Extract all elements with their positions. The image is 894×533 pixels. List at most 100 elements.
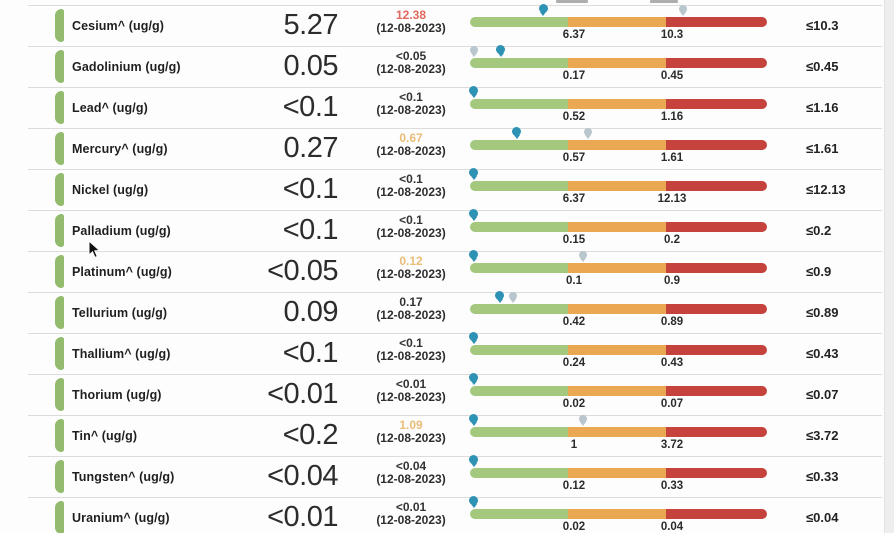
table-row[interactable]: Thorium (ug/g) <0.01 <0.01 (12-08-2023) …	[0, 373, 894, 415]
range-segment-orange	[568, 468, 666, 478]
reference-range: ≤1.16	[806, 100, 839, 115]
range-bar: 0.12 0.33	[469, 455, 767, 492]
status-accent-bar	[55, 255, 64, 288]
table-row[interactable]: Tungsten^ (ug/g) <0.04 <0.04 (12-08-2023…	[0, 455, 894, 497]
table-row[interactable]: Palladium (ug/g) <0.1 <0.1 (12-08-2023) …	[0, 209, 894, 251]
current-marker-icon	[469, 332, 479, 341]
current-value: 0.27	[283, 132, 339, 164]
range-bar: 0.15 0.2	[469, 209, 767, 246]
high-threshold-label: 0.33	[660, 480, 684, 492]
cropped-text-remnant	[650, 0, 678, 3]
range-segment-red	[666, 58, 767, 68]
scrollbar-track[interactable]	[884, 0, 894, 533]
table-row[interactable]: Tellurium (ug/g) 0.09 0.17 (12-08-2023) …	[0, 291, 894, 333]
reference-range: ≤0.2	[806, 223, 832, 238]
status-accent-bar	[55, 132, 64, 165]
range-segment-green	[470, 468, 568, 478]
element-name: Thorium (ug/g)	[72, 387, 162, 402]
previous-result: 0.67 (12-08-2023)	[356, 132, 466, 158]
table-row[interactable]: Nickel (ug/g) <0.1 <0.1 (12-08-2023) 6.3…	[0, 168, 894, 210]
previous-date: (12-08-2023)	[376, 21, 446, 35]
current-marker-icon	[496, 45, 506, 54]
range-segment-orange	[568, 427, 666, 437]
range-segment-green	[470, 427, 568, 437]
high-threshold-label: 1.61	[660, 152, 684, 164]
previous-date: (12-08-2023)	[376, 349, 446, 363]
high-threshold-label: 12.13	[657, 193, 687, 205]
range-segment-red	[666, 181, 767, 191]
high-threshold-label: 1.16	[660, 111, 684, 123]
element-name: Thallium^ (ug/g)	[72, 346, 171, 361]
previous-value: <0.1	[399, 90, 423, 104]
previous-result: <0.1 (12-08-2023)	[356, 214, 466, 240]
element-name: Platinum^ (ug/g)	[72, 264, 172, 279]
status-accent-bar	[55, 91, 64, 124]
reference-range: ≤0.89	[806, 305, 839, 320]
table-row[interactable]: Platinum^ (ug/g) <0.05 0.12 (12-08-2023)…	[0, 250, 894, 292]
element-name: Nickel (ug/g)	[72, 182, 149, 197]
previous-date: (12-08-2023)	[376, 472, 446, 486]
range-bar-segments	[470, 468, 767, 478]
previous-result: 1.09 (12-08-2023)	[356, 419, 466, 445]
low-threshold-label: 6.37	[562, 193, 586, 205]
range-segment-red	[666, 427, 767, 437]
range-segment-green	[470, 386, 568, 396]
range-segment-green	[470, 263, 568, 273]
reference-range: ≤0.43	[806, 346, 839, 361]
high-threshold-label: 0.2	[664, 234, 681, 246]
table-row[interactable]: Cesium^ (ug/g) 5.27 12.38 (12-08-2023) 6…	[0, 4, 894, 46]
range-bar-segments	[470, 427, 767, 437]
reference-range: ≤10.3	[806, 18, 839, 33]
status-accent-bar	[55, 173, 64, 206]
current-value: 0.09	[283, 296, 339, 328]
previous-marker-icon	[578, 251, 587, 259]
table-row[interactable]: Uranium^ (ug/g) <0.01 <0.01 (12-08-2023)…	[0, 496, 894, 533]
range-bar-segments	[470, 263, 767, 273]
high-threshold-label: 0.43	[660, 357, 684, 369]
previous-value: <0.04	[395, 459, 427, 473]
current-marker-icon	[469, 168, 479, 177]
cropped-row-remnant	[0, 0, 894, 5]
high-threshold-label: 0.89	[660, 316, 684, 328]
table-row[interactable]: Gadolinium (ug/g) 0.05 <0.05 (12-08-2023…	[0, 45, 894, 87]
previous-value: <0.1	[399, 336, 423, 350]
previous-value: 1.09	[399, 418, 423, 432]
current-marker-icon	[469, 373, 479, 382]
high-threshold-label: 0.04	[660, 521, 684, 533]
table-row[interactable]: Mercury^ (ug/g) 0.27 0.67 (12-08-2023) 0…	[0, 127, 894, 169]
range-segment-green	[470, 304, 568, 314]
table-row[interactable]: Lead^ (ug/g) <0.1 <0.1 (12-08-2023) 0.52…	[0, 86, 894, 128]
previous-value: 0.17	[399, 295, 423, 309]
range-segment-red	[666, 99, 767, 109]
table-row[interactable]: Thallium^ (ug/g) <0.1 <0.1 (12-08-2023) …	[0, 332, 894, 374]
low-threshold-label: 1	[570, 439, 578, 451]
reference-range: ≤0.9	[806, 264, 832, 279]
high-threshold-label: 10.3	[660, 29, 684, 41]
element-name: Palladium (ug/g)	[72, 223, 171, 238]
element-name: Lead^ (ug/g)	[72, 100, 148, 115]
previous-date: (12-08-2023)	[376, 226, 446, 240]
current-value: <0.2	[282, 419, 339, 451]
low-threshold-label: 0.12	[562, 480, 586, 492]
range-segment-green	[470, 509, 568, 519]
range-bar-segments	[470, 304, 767, 314]
high-threshold-label: 0.07	[660, 398, 684, 410]
range-segment-red	[666, 222, 767, 232]
table-row[interactable]: Tin^ (ug/g) <0.2 1.09 (12-08-2023) 1 3.7…	[0, 414, 894, 456]
range-bar: 0.57 1.61	[470, 127, 767, 164]
range-bar-segments	[470, 58, 767, 68]
status-accent-bar	[55, 9, 64, 42]
status-accent-bar	[55, 50, 64, 83]
range-bar-segments	[470, 99, 767, 109]
low-threshold-label: 6.37	[562, 29, 586, 41]
reference-range: ≤12.13	[806, 182, 846, 197]
range-segment-green	[470, 17, 568, 27]
previous-result: <0.1 (12-08-2023)	[356, 91, 466, 117]
current-value: <0.01	[267, 501, 338, 533]
current-value: <0.01	[267, 378, 338, 410]
current-value: 0.05	[283, 50, 339, 82]
reference-range: ≤0.07	[806, 387, 839, 402]
current-marker-icon	[538, 4, 548, 13]
range-segment-red	[666, 509, 767, 519]
low-threshold-label: 0.57	[562, 152, 586, 164]
